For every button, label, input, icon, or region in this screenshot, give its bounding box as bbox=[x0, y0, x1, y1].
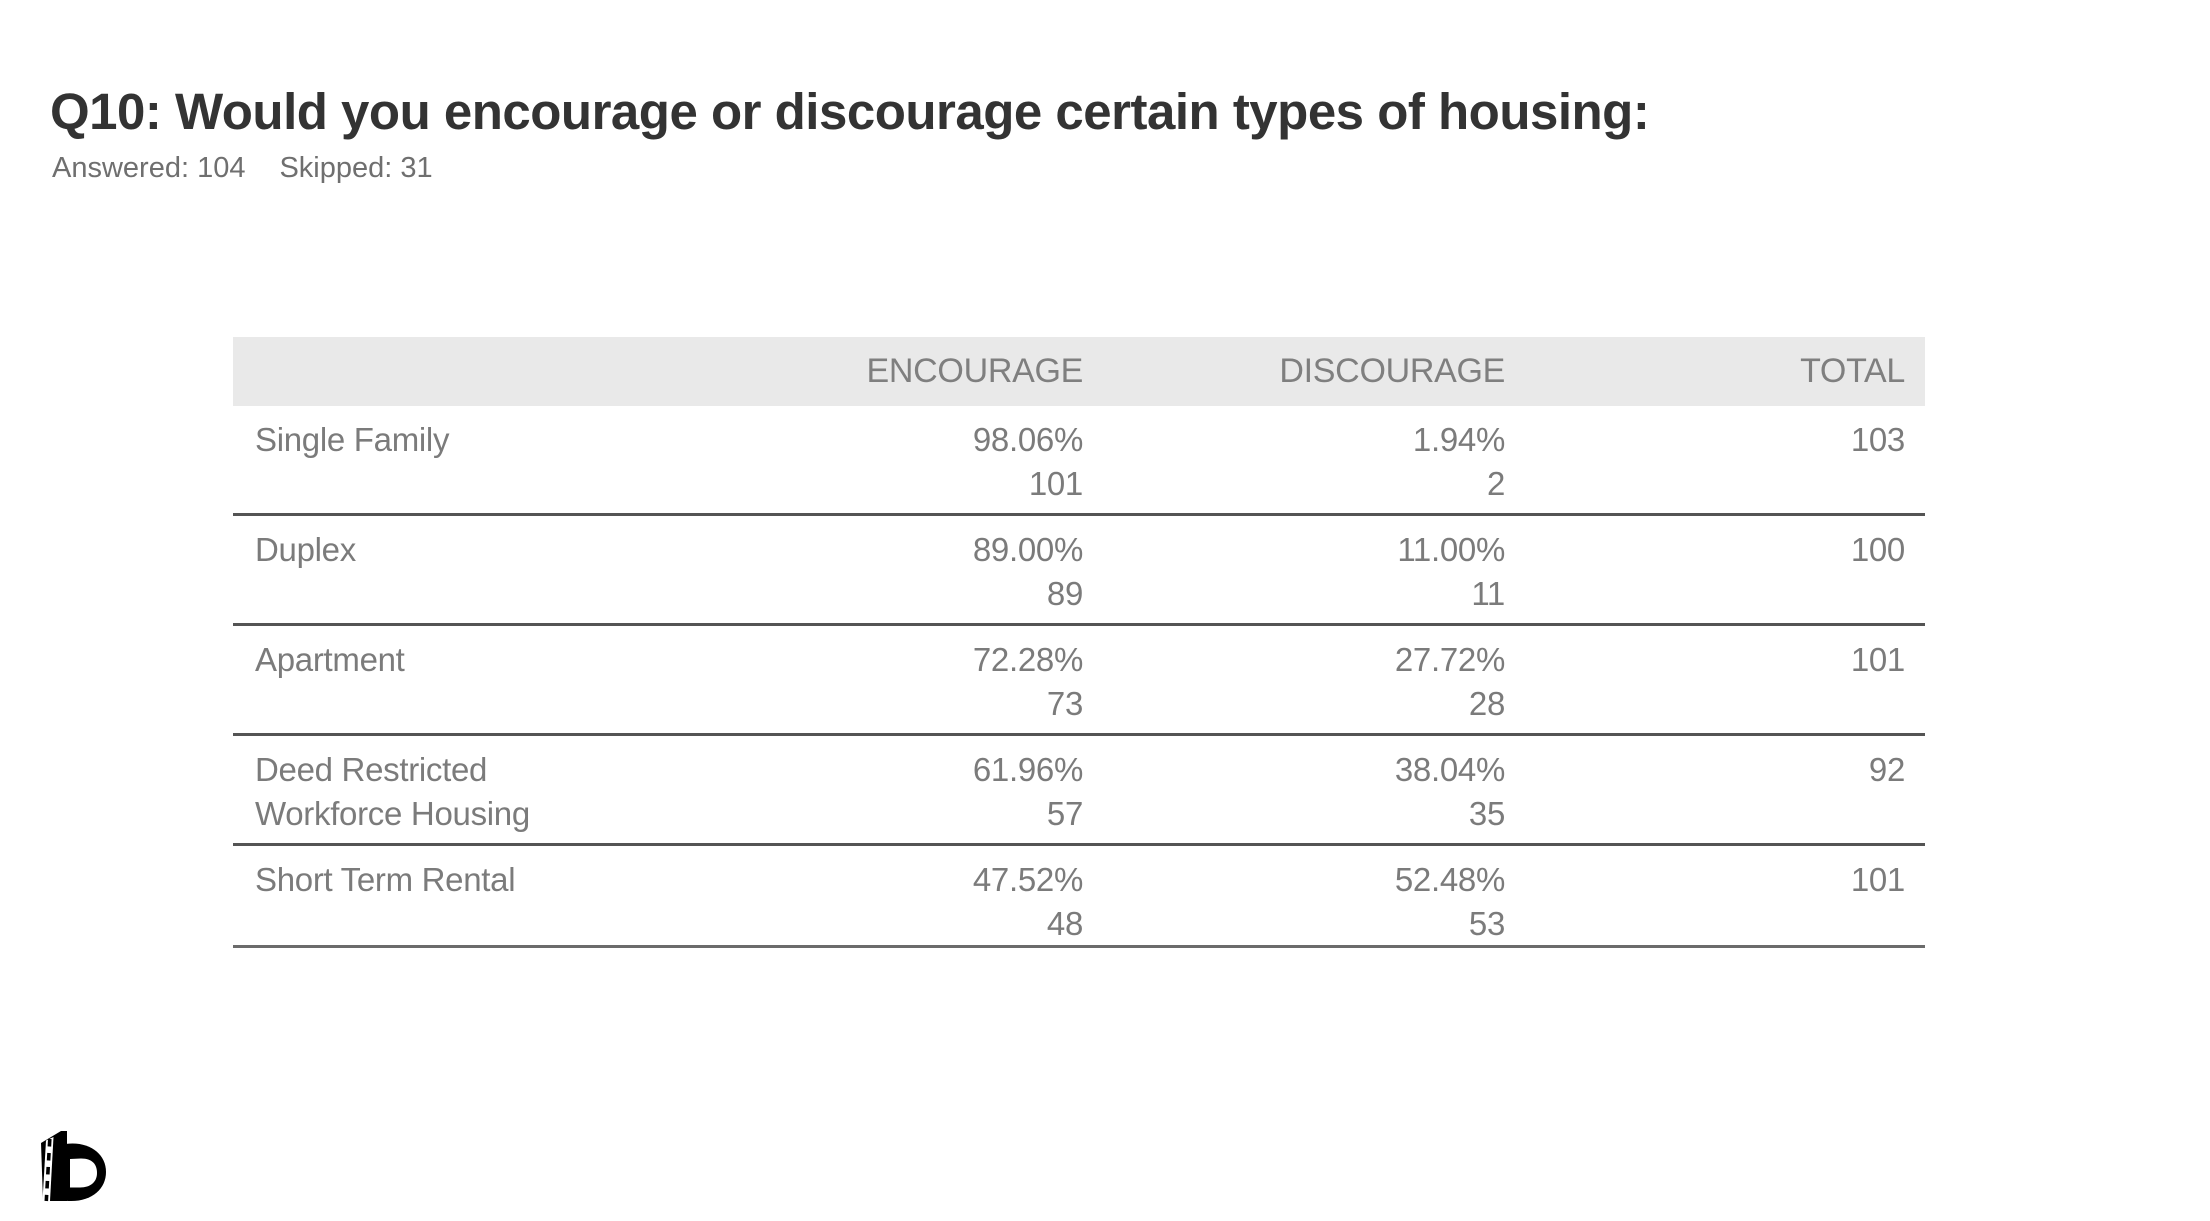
table-row-duplex: Duplex 89.00% 89 11.00% 11 100 bbox=[233, 516, 1925, 626]
table-row-short-term-rental: Short Term Rental 47.52% 48 52.48% 53 10… bbox=[233, 846, 1925, 948]
cell-total: 101 bbox=[1505, 638, 1905, 733]
cell-discourage: 52.48% 53 bbox=[1083, 858, 1505, 945]
total-count: 101 bbox=[1850, 861, 1905, 898]
encourage-percent: 98.06% bbox=[972, 421, 1083, 458]
discourage-percent: 27.72% bbox=[1394, 641, 1505, 678]
discourage-percent: 52.48% bbox=[1394, 861, 1505, 898]
cell-encourage: 61.96% 57 bbox=[745, 748, 1083, 843]
table-row-single-family: Single Family 98.06% 101 1.94% 2 103 bbox=[233, 406, 1925, 516]
cell-discourage: 11.00% 11 bbox=[1083, 528, 1505, 623]
skipped-count: Skipped: 31 bbox=[279, 152, 433, 184]
answered-count: Answered: 104 bbox=[52, 152, 246, 184]
discourage-count: 28 bbox=[1468, 685, 1505, 722]
discourage-count: 53 bbox=[1468, 905, 1505, 942]
cell-discourage: 38.04% 35 bbox=[1083, 748, 1505, 843]
column-header-discourage: DISCOURAGE bbox=[1279, 352, 1505, 390]
cell-encourage: 89.00% 89 bbox=[745, 528, 1083, 623]
cell-encourage: 98.06% 101 bbox=[745, 418, 1083, 513]
discourage-percent: 1.94% bbox=[1412, 421, 1505, 458]
question-title: Q10: Would you encourage or discourage c… bbox=[50, 83, 1650, 140]
encourage-count: 48 bbox=[1046, 905, 1083, 942]
encourage-count: 89 bbox=[1046, 575, 1083, 612]
discourage-count: 2 bbox=[1486, 465, 1505, 502]
encourage-percent: 89.00% bbox=[972, 531, 1083, 568]
row-label: Apartment bbox=[255, 641, 405, 678]
row-label: Short Term Rental bbox=[255, 861, 516, 898]
row-label: Single Family bbox=[255, 421, 450, 458]
encourage-percent: 47.52% bbox=[972, 861, 1083, 898]
table-row-apartment: Apartment 72.28% 73 27.72% 28 101 bbox=[233, 626, 1925, 736]
encourage-count: 101 bbox=[1028, 465, 1083, 502]
discourage-percent: 11.00% bbox=[1397, 531, 1505, 568]
cell-total: 92 bbox=[1505, 748, 1905, 843]
table-header-row: ENCOURAGE DISCOURAGE TOTAL bbox=[233, 337, 1925, 406]
cell-encourage: 47.52% 48 bbox=[745, 858, 1083, 945]
cell-discourage: 27.72% 28 bbox=[1083, 638, 1505, 733]
row-label: Duplex bbox=[255, 531, 356, 568]
discourage-count: 35 bbox=[1468, 795, 1505, 832]
total-count: 101 bbox=[1850, 641, 1905, 678]
cell-total: 100 bbox=[1505, 528, 1905, 623]
total-count: 103 bbox=[1850, 421, 1905, 458]
b-building-logo-icon bbox=[41, 1131, 106, 1202]
encourage-percent: 72.28% bbox=[972, 641, 1083, 678]
discourage-percent: 38.04% bbox=[1394, 751, 1505, 788]
cell-discourage: 1.94% 2 bbox=[1083, 418, 1505, 513]
response-meta: Answered: 104 Skipped: 31 bbox=[52, 152, 467, 185]
cell-total: 103 bbox=[1505, 418, 1905, 513]
encourage-count: 57 bbox=[1046, 795, 1083, 832]
discourage-count: 11 bbox=[1471, 575, 1505, 612]
total-count: 92 bbox=[1868, 751, 1905, 788]
cell-total: 101 bbox=[1505, 858, 1905, 945]
total-count: 100 bbox=[1850, 531, 1905, 568]
column-header-total: TOTAL bbox=[1800, 352, 1905, 390]
cell-encourage: 72.28% 73 bbox=[745, 638, 1083, 733]
encourage-count: 73 bbox=[1046, 685, 1083, 722]
row-label: Deed Restricted Workforce Housing bbox=[255, 751, 530, 832]
table-row-deed-restricted-workforce-housing: Deed Restricted Workforce Housing 61.96%… bbox=[233, 736, 1925, 846]
column-header-encourage: ENCOURAGE bbox=[866, 352, 1084, 390]
results-table: ENCOURAGE DISCOURAGE TOTAL Single Family… bbox=[233, 337, 1925, 948]
encourage-percent: 61.96% bbox=[972, 751, 1083, 788]
